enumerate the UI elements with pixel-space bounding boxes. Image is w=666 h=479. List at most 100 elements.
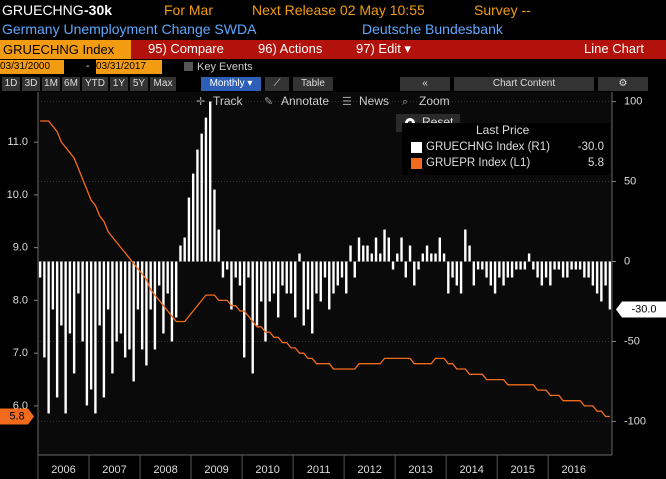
- bar: [187, 197, 191, 262]
- period-button[interactable]: 6M: [62, 77, 80, 91]
- bar: [281, 261, 284, 286]
- x-tick-label: 2010: [255, 464, 279, 476]
- last-tag: [616, 301, 666, 318]
- tool-icon: ☰: [342, 96, 352, 108]
- bar: [451, 261, 454, 278]
- bar: [425, 245, 429, 262]
- legend-swatch: [411, 142, 422, 153]
- bar: [357, 237, 361, 262]
- period-button[interactable]: Max: [150, 77, 176, 91]
- menu-item[interactable]: 96) Actions: [258, 41, 323, 56]
- bar: [379, 253, 382, 262]
- period-button[interactable]: 1M: [42, 77, 60, 91]
- bar: [243, 261, 246, 358]
- bar: [306, 261, 310, 310]
- bar: [336, 261, 339, 286]
- bar: [383, 229, 386, 262]
- tool-button[interactable]: Track: [213, 94, 244, 108]
- bar: [157, 261, 161, 286]
- x-tick-label: 2016: [561, 464, 585, 476]
- bar: [374, 237, 378, 262]
- period-button[interactable]: YTD: [82, 77, 108, 91]
- bar: [349, 245, 352, 262]
- security-field[interactable]: GRUECHNG Index: [0, 40, 131, 59]
- bar: [417, 261, 420, 270]
- bar: [481, 261, 484, 270]
- checkbox[interactable]: [184, 62, 193, 71]
- x-tick-label: 2008: [153, 464, 177, 476]
- legend-swatch: [411, 158, 422, 169]
- table-button[interactable]: Table: [293, 77, 333, 91]
- bar: [268, 261, 271, 302]
- legend-value: 5.8: [588, 157, 604, 169]
- bar: [166, 261, 169, 294]
- collapse-button[interactable]: «: [400, 77, 450, 91]
- bar: [604, 261, 607, 286]
- start-date[interactable]: 03/31/2000: [0, 60, 64, 74]
- legend: [402, 123, 610, 175]
- bar: [255, 261, 259, 326]
- period-button[interactable]: 1Y: [110, 77, 128, 91]
- menu-item[interactable]: 95) Compare: [148, 41, 224, 56]
- end-date[interactable]: 03/31/2017: [96, 60, 162, 74]
- period-button[interactable]: 3D: [22, 77, 40, 91]
- bar: [302, 261, 305, 326]
- frequency[interactable]: Monthly ▾: [201, 77, 261, 91]
- bar: [89, 261, 93, 390]
- bar: [153, 261, 157, 350]
- tool-button[interactable]: News: [359, 94, 389, 108]
- tool-button[interactable]: Zoom: [419, 94, 450, 108]
- bar: [396, 253, 399, 262]
- bar: [85, 261, 89, 406]
- bar: [145, 261, 148, 366]
- chart-content[interactable]: Chart Content: [454, 77, 594, 91]
- bar: [38, 261, 42, 278]
- bar: [510, 261, 514, 278]
- bar: [119, 261, 123, 334]
- menu-bar: [0, 40, 666, 59]
- bar: [608, 261, 612, 310]
- settings[interactable]: ⚙: [598, 77, 648, 91]
- chart-icon[interactable]: ⟋: [265, 77, 289, 91]
- bar: [489, 261, 493, 286]
- y-tick-label: 10.0: [7, 189, 28, 201]
- bar: [277, 261, 280, 318]
- bar: [60, 261, 63, 326]
- x-tick-label: 2013: [408, 464, 432, 476]
- bar: [332, 261, 335, 294]
- bar: [485, 261, 488, 278]
- bar: [170, 261, 174, 342]
- tool-icon: ⌕: [402, 96, 408, 108]
- period-button[interactable]: 5Y: [130, 77, 148, 91]
- bar: [578, 261, 582, 270]
- bar: [366, 245, 369, 262]
- bar: [413, 261, 416, 286]
- bar: [345, 261, 348, 294]
- y2-tick-label: -100: [624, 415, 646, 427]
- x-tick-label: 2015: [510, 464, 534, 476]
- last-tag-label: -30.0: [631, 303, 656, 315]
- bar: [570, 261, 573, 270]
- period-button[interactable]: 1D: [2, 77, 20, 91]
- last-tag-label: 5.8: [9, 410, 24, 422]
- bar: [68, 261, 72, 334]
- view-name: Line Chart: [584, 41, 644, 56]
- tool-button[interactable]: Annotate: [281, 94, 329, 108]
- bar: [94, 261, 97, 414]
- bar: [583, 261, 586, 278]
- bar: [430, 253, 433, 262]
- menu-item[interactable]: 97) Edit ▾: [356, 41, 411, 56]
- bar: [472, 261, 476, 286]
- bar: [600, 261, 603, 302]
- bar: [387, 237, 390, 262]
- bar: [459, 261, 463, 294]
- bar: [434, 253, 437, 262]
- x-tick-label: 2006: [51, 464, 75, 476]
- bar: [438, 237, 441, 262]
- bar: [502, 261, 505, 286]
- y2-tick-label: -50: [624, 335, 640, 347]
- bar: [179, 245, 182, 262]
- bar: [421, 253, 424, 262]
- legend-title: Last Price: [476, 123, 530, 137]
